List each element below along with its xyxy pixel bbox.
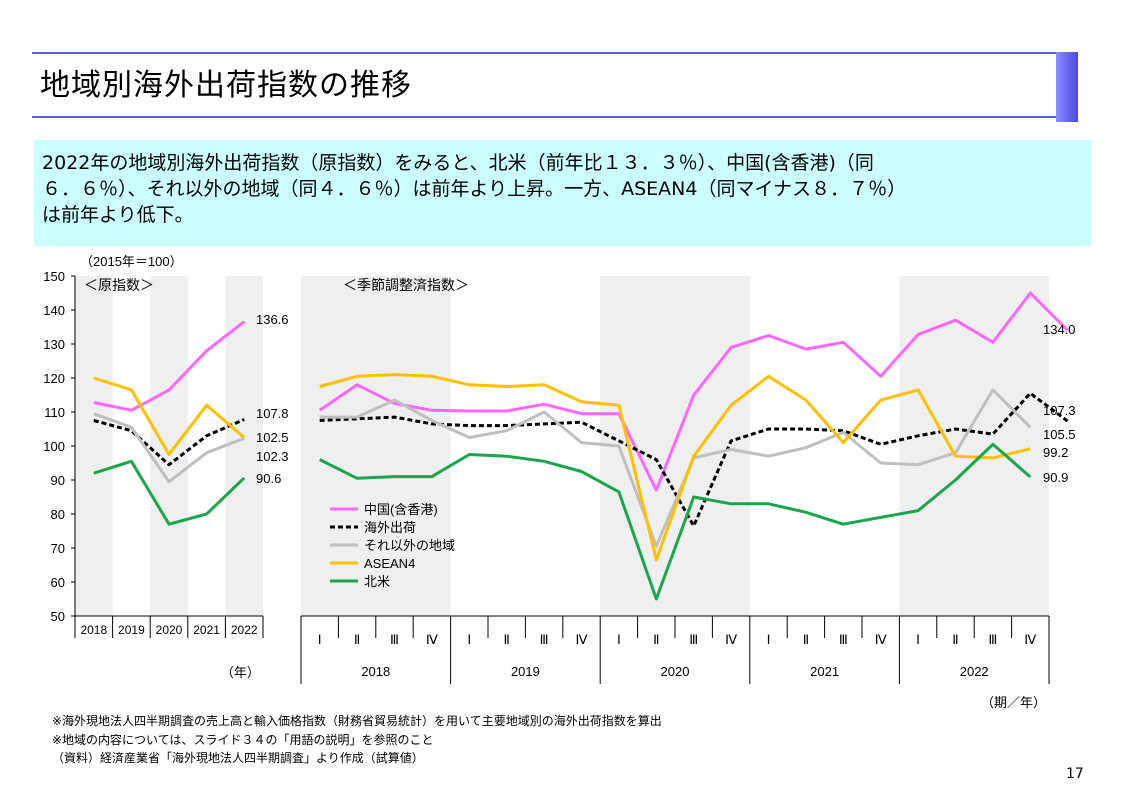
year-label: 2019 [511, 664, 540, 679]
y-tick-label: 90 [51, 473, 65, 488]
y-tick-label: 150 [43, 269, 65, 284]
y-tick-label: 50 [51, 609, 65, 624]
annual-end-label: 102.5 [256, 430, 289, 445]
quarter-label: Ⅲ [689, 632, 698, 647]
quarter-label: Ⅲ [988, 632, 997, 647]
annual-end-label: 136.6 [256, 312, 289, 327]
quarter-label: Ⅲ [390, 632, 399, 647]
footnote-1: ※海外現地法人四半期調査の売上高と輸入価格指数（財務省貿易統計）を用いて主要地域… [52, 714, 662, 728]
quarter-label: Ⅱ [653, 632, 659, 647]
quarter-label: Ⅳ [426, 632, 438, 647]
annual-shade-band [150, 276, 188, 616]
quarterly-end-label: 90.9 [1043, 470, 1068, 485]
slide-title: 地域別海外出荷指数の推移 [40, 68, 412, 103]
annual-x-title: （年） [221, 665, 260, 680]
title-rule-bottom [32, 116, 1076, 118]
legend-label-asean4: ASEAN4 [364, 556, 415, 571]
annual-x-label: 2022 [231, 623, 258, 637]
annual-x-label: 2018 [80, 623, 107, 637]
quarterly-series-asean4 [319, 373, 1031, 562]
quarter-label: Ⅰ [617, 632, 621, 647]
annual-shade-band [75, 276, 113, 616]
year-label: 2021 [810, 664, 839, 679]
quarterly-end-label: 107.3 [1043, 403, 1076, 418]
annual-series-na [93, 459, 246, 526]
line-chart: 50 60 70 80 90 100 110 120 130 140 150 （2015年＝100） 2… [43, 254, 1076, 710]
quarter-label: Ⅰ [767, 632, 771, 647]
title-rule-top [32, 52, 1076, 54]
quarter-label: Ⅱ [952, 632, 958, 647]
y-tick-label: 110 [44, 405, 65, 420]
year-label: 2022 [960, 664, 989, 679]
legend-label-china: 中国(含香港) [364, 502, 438, 517]
summary-box: 2022年の地域別海外出荷指数（原指数）をみると、北米（前年比１３．３％）、中国… [34, 140, 1091, 246]
quarter-label: Ⅱ [503, 632, 509, 647]
legend-label-other: それ以外の地域 [364, 538, 455, 553]
quarterly-series-china [318, 291, 1069, 492]
title-accent-bar [1056, 52, 1078, 122]
y-tick-label: 120 [43, 371, 65, 386]
footnote-2: ※地域の内容については、スライド３４の「用語の説明」を参照のこと [52, 733, 434, 747]
annual-series-other [93, 412, 245, 484]
quarter-label: Ⅱ [354, 632, 360, 647]
unit-label: （2015年＝100） [80, 254, 183, 269]
summary-line-1: 2022年の地域別海外出荷指数（原指数）をみると、北米（前年比１３．３％）、中国… [42, 152, 874, 174]
legend-label-na: 北米 [364, 574, 390, 589]
y-tick-label: 140 [43, 303, 65, 318]
quarter-label: Ⅳ [725, 632, 737, 647]
page-number: 17 [1066, 766, 1084, 782]
quarterly-end-label: 105.5 [1043, 427, 1076, 442]
quarterly-end-label: 134.0 [1043, 322, 1076, 337]
summary-line-2: ６．６％）、それ以外の地域（同４．６％）は前年より上昇。一方、ASEAN4（同マ… [42, 178, 907, 200]
annual-series-asean4 [93, 376, 246, 456]
quarterly-x-title: （期／年） [981, 695, 1046, 710]
quarterly-panel-label: ＜季節調整済指数＞ [343, 277, 469, 293]
summary-line-3: は前年より低下。 [42, 204, 194, 226]
quarterly-series-na [319, 442, 1032, 601]
y-tick-label: 70 [51, 541, 65, 556]
title-area: 地域別海外出荷指数の推移 [32, 52, 1078, 122]
annual-end-label: 107.8 [256, 406, 289, 421]
quarter-label: Ⅳ [1024, 632, 1036, 647]
annual-x-label: 2020 [156, 623, 183, 637]
annual-series-total [93, 418, 245, 467]
annual-x-label: 2021 [193, 623, 220, 637]
quarterly-shade-band [899, 276, 1049, 616]
year-label: 2020 [661, 664, 690, 679]
annual-shade-band [225, 276, 263, 616]
legend-label-total: 海外出荷 [364, 520, 416, 535]
y-tick-label: 60 [51, 575, 65, 590]
y-tick-label: 80 [51, 507, 65, 522]
quarter-label: Ⅲ [839, 632, 848, 647]
annual-panel-label: ＜原指数＞ [84, 277, 154, 293]
annual-end-label: 102.3 [256, 449, 289, 464]
year-label: 2018 [361, 664, 390, 679]
quarter-label: Ⅰ [318, 632, 322, 647]
annual-end-label: 90.6 [256, 471, 281, 486]
quarter-label: Ⅰ [916, 632, 920, 647]
quarterly-series-other [319, 388, 1032, 548]
y-tick-label: 130 [43, 337, 65, 352]
quarterly-shade-band [301, 276, 451, 616]
source-note: （資料）経済産業省「海外現地法人四半期調査」より作成（試算値） [52, 751, 424, 765]
annual-x-label: 2019 [118, 623, 145, 637]
quarter-label: Ⅳ [875, 632, 887, 647]
annual-series-china [93, 320, 246, 412]
quarter-label: Ⅳ [576, 632, 588, 647]
quarterly-end-label: 99.2 [1043, 445, 1068, 460]
quarter-label: Ⅲ [540, 632, 549, 647]
y-tick-label: 100 [43, 439, 65, 454]
quarter-label: Ⅱ [803, 632, 809, 647]
quarter-label: Ⅰ [467, 632, 471, 647]
